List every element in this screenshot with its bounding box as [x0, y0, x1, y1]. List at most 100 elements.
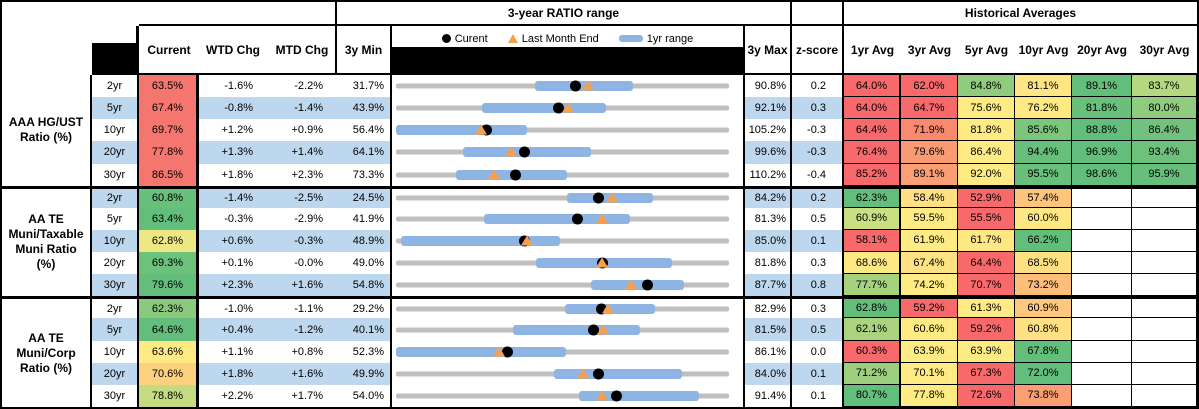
avg-cell: 60.6%	[901, 318, 958, 341]
current-dot	[641, 279, 653, 291]
avg-cell: 60.8%	[1015, 318, 1072, 341]
tenor-label: 30yr	[92, 163, 139, 186]
avg-cell: 98.6%	[1072, 163, 1132, 186]
avg-header-3yr: 3yr Avg	[907, 42, 952, 57]
last-month-end-triangle	[581, 80, 594, 91]
avg-cell-empty	[1132, 362, 1197, 385]
3y-max-cell: 81.5%	[745, 318, 792, 341]
tenor-label: 20yr	[92, 362, 139, 385]
avg-cell: 60.0%	[1015, 207, 1072, 230]
avg-cell: 80.0%	[1132, 97, 1197, 120]
avg-cell: 81.8%	[958, 119, 1015, 142]
avg-cell: 67.8%	[1015, 340, 1072, 363]
avg-cell: 76.2%	[1015, 97, 1072, 120]
1yr-range-bar	[481, 103, 606, 114]
avg-cell: 70.1%	[901, 362, 958, 385]
range-track	[396, 238, 729, 244]
avg-cell: 60.3%	[844, 340, 901, 363]
mtd-chg-cell: +0.9%	[291, 124, 324, 137]
wtd-chg-cell: +1.8%	[199, 362, 267, 385]
wtd-chg-cell: +0.1%	[221, 257, 254, 270]
header-blank-zscore-top	[792, 2, 844, 26]
ratio-range-chart	[392, 207, 745, 230]
historical-averages-title: Historical Averages	[844, 2, 1197, 26]
3y-max-cell: 85.0%	[745, 229, 792, 253]
avg-cell: 81.1%	[1015, 75, 1072, 98]
mtd-chg-cell: +1.7%	[291, 389, 324, 402]
z-score-header: z-score	[792, 26, 844, 75]
current-dot	[595, 303, 607, 315]
current-cell: 64.6%	[139, 318, 199, 341]
ratio-range-chart	[392, 274, 745, 297]
mtd-chg-cell: -1.2%	[267, 318, 337, 341]
avg-cell-empty	[1132, 274, 1197, 297]
avg-cell: 72.0%	[1015, 362, 1072, 385]
current-cell: 63.6%	[139, 340, 199, 363]
z-score-cell: 0.2	[792, 185, 844, 208]
mtd-chg-cell: -2.5%	[267, 185, 337, 208]
3y-min-cell: 54.0%	[337, 384, 392, 407]
avg-cell: 61.9%	[901, 229, 958, 253]
avg-cell: 64.0%	[844, 75, 901, 98]
legend-current: Curent	[441, 33, 488, 45]
avg-cell: 86.4%	[958, 141, 1015, 164]
chart-header: Curent Last Month End 1yr range	[392, 26, 745, 75]
avg-cell-empty	[1132, 185, 1197, 208]
3y-min-header: 3y Min	[337, 26, 392, 75]
z-score-cell: 0.3	[792, 252, 844, 275]
tenor-label: 20yr	[92, 252, 139, 275]
avg-cell-empty	[1132, 207, 1197, 230]
avg-cell: 95.5%	[1015, 163, 1072, 186]
tenor-column-header	[92, 26, 139, 75]
avg-cell-empty	[1072, 384, 1132, 407]
black-header-band	[392, 47, 743, 73]
last-month-end-triangle	[596, 324, 609, 335]
avg-cell: 81.8%	[1072, 97, 1132, 120]
1yr-range-bar	[483, 213, 631, 224]
wtd-chg-cell: -0.8%	[199, 97, 267, 120]
avg-cell: 60.9%	[1015, 296, 1072, 319]
tenor-label: 5yr	[92, 207, 139, 230]
current-cell: 60.8%	[139, 185, 199, 208]
avg-header-20yr: 20yr Avg	[1077, 42, 1127, 57]
z-score-cell: -0.3	[792, 141, 844, 164]
3y-max-cell: 86.1%	[745, 340, 792, 363]
mtd-chg-cell: +1.4%	[267, 141, 337, 164]
current-cell: 69.7%	[139, 119, 199, 142]
avg-cell: 73.8%	[1015, 384, 1072, 407]
avg-cell: 62.3%	[844, 185, 901, 208]
legend-1yr-range: 1yr range	[618, 32, 694, 45]
avg-cell: 55.5%	[958, 207, 1015, 230]
current-cell: 70.6%	[139, 362, 199, 385]
avg-cell: 64.4%	[844, 119, 901, 142]
z-score-cell: 0.2	[792, 75, 844, 98]
3y-min-cell: 52.3%	[337, 340, 392, 363]
current-cell: 63.4%	[139, 207, 199, 230]
range-bar-icon	[618, 35, 643, 42]
current-cell: 62.8%	[139, 229, 199, 253]
avg-header-10yr: 10yr Avg	[1018, 42, 1069, 57]
tenor-label: 5yr	[92, 97, 139, 120]
3y-max-cell: 84.2%	[745, 185, 792, 208]
avg-cell-empty	[1132, 384, 1197, 407]
tenor-label: 20yr	[92, 141, 139, 164]
tenor-label: 30yr	[92, 274, 139, 297]
avg-cell-empty	[1132, 252, 1197, 275]
value-columns-header: Current WTD Chg MTD Chg	[139, 26, 337, 75]
avg-cell: 71.2%	[844, 362, 901, 385]
3y-min-cell: 49.0%	[337, 252, 392, 275]
last-month-end-triangle	[505, 146, 518, 157]
avg-cell: 68.6%	[844, 252, 901, 275]
3y-max-cell: 87.7%	[745, 274, 792, 297]
tenor-label: 2yr	[92, 75, 139, 98]
legend-range-label: 1yr range	[646, 32, 694, 45]
avg-cell-empty	[1072, 318, 1132, 341]
legend-lme-label: Last Month End	[521, 32, 599, 45]
ratio-range-chart	[392, 97, 745, 120]
z-score-cell: -0.4	[792, 163, 844, 186]
avg-cell: 72.6%	[958, 384, 1015, 407]
1yr-range-bar	[578, 390, 699, 401]
3y-max-cell: 99.6%	[745, 141, 792, 164]
avg-header-1yr: 1yr Avg	[850, 42, 895, 57]
